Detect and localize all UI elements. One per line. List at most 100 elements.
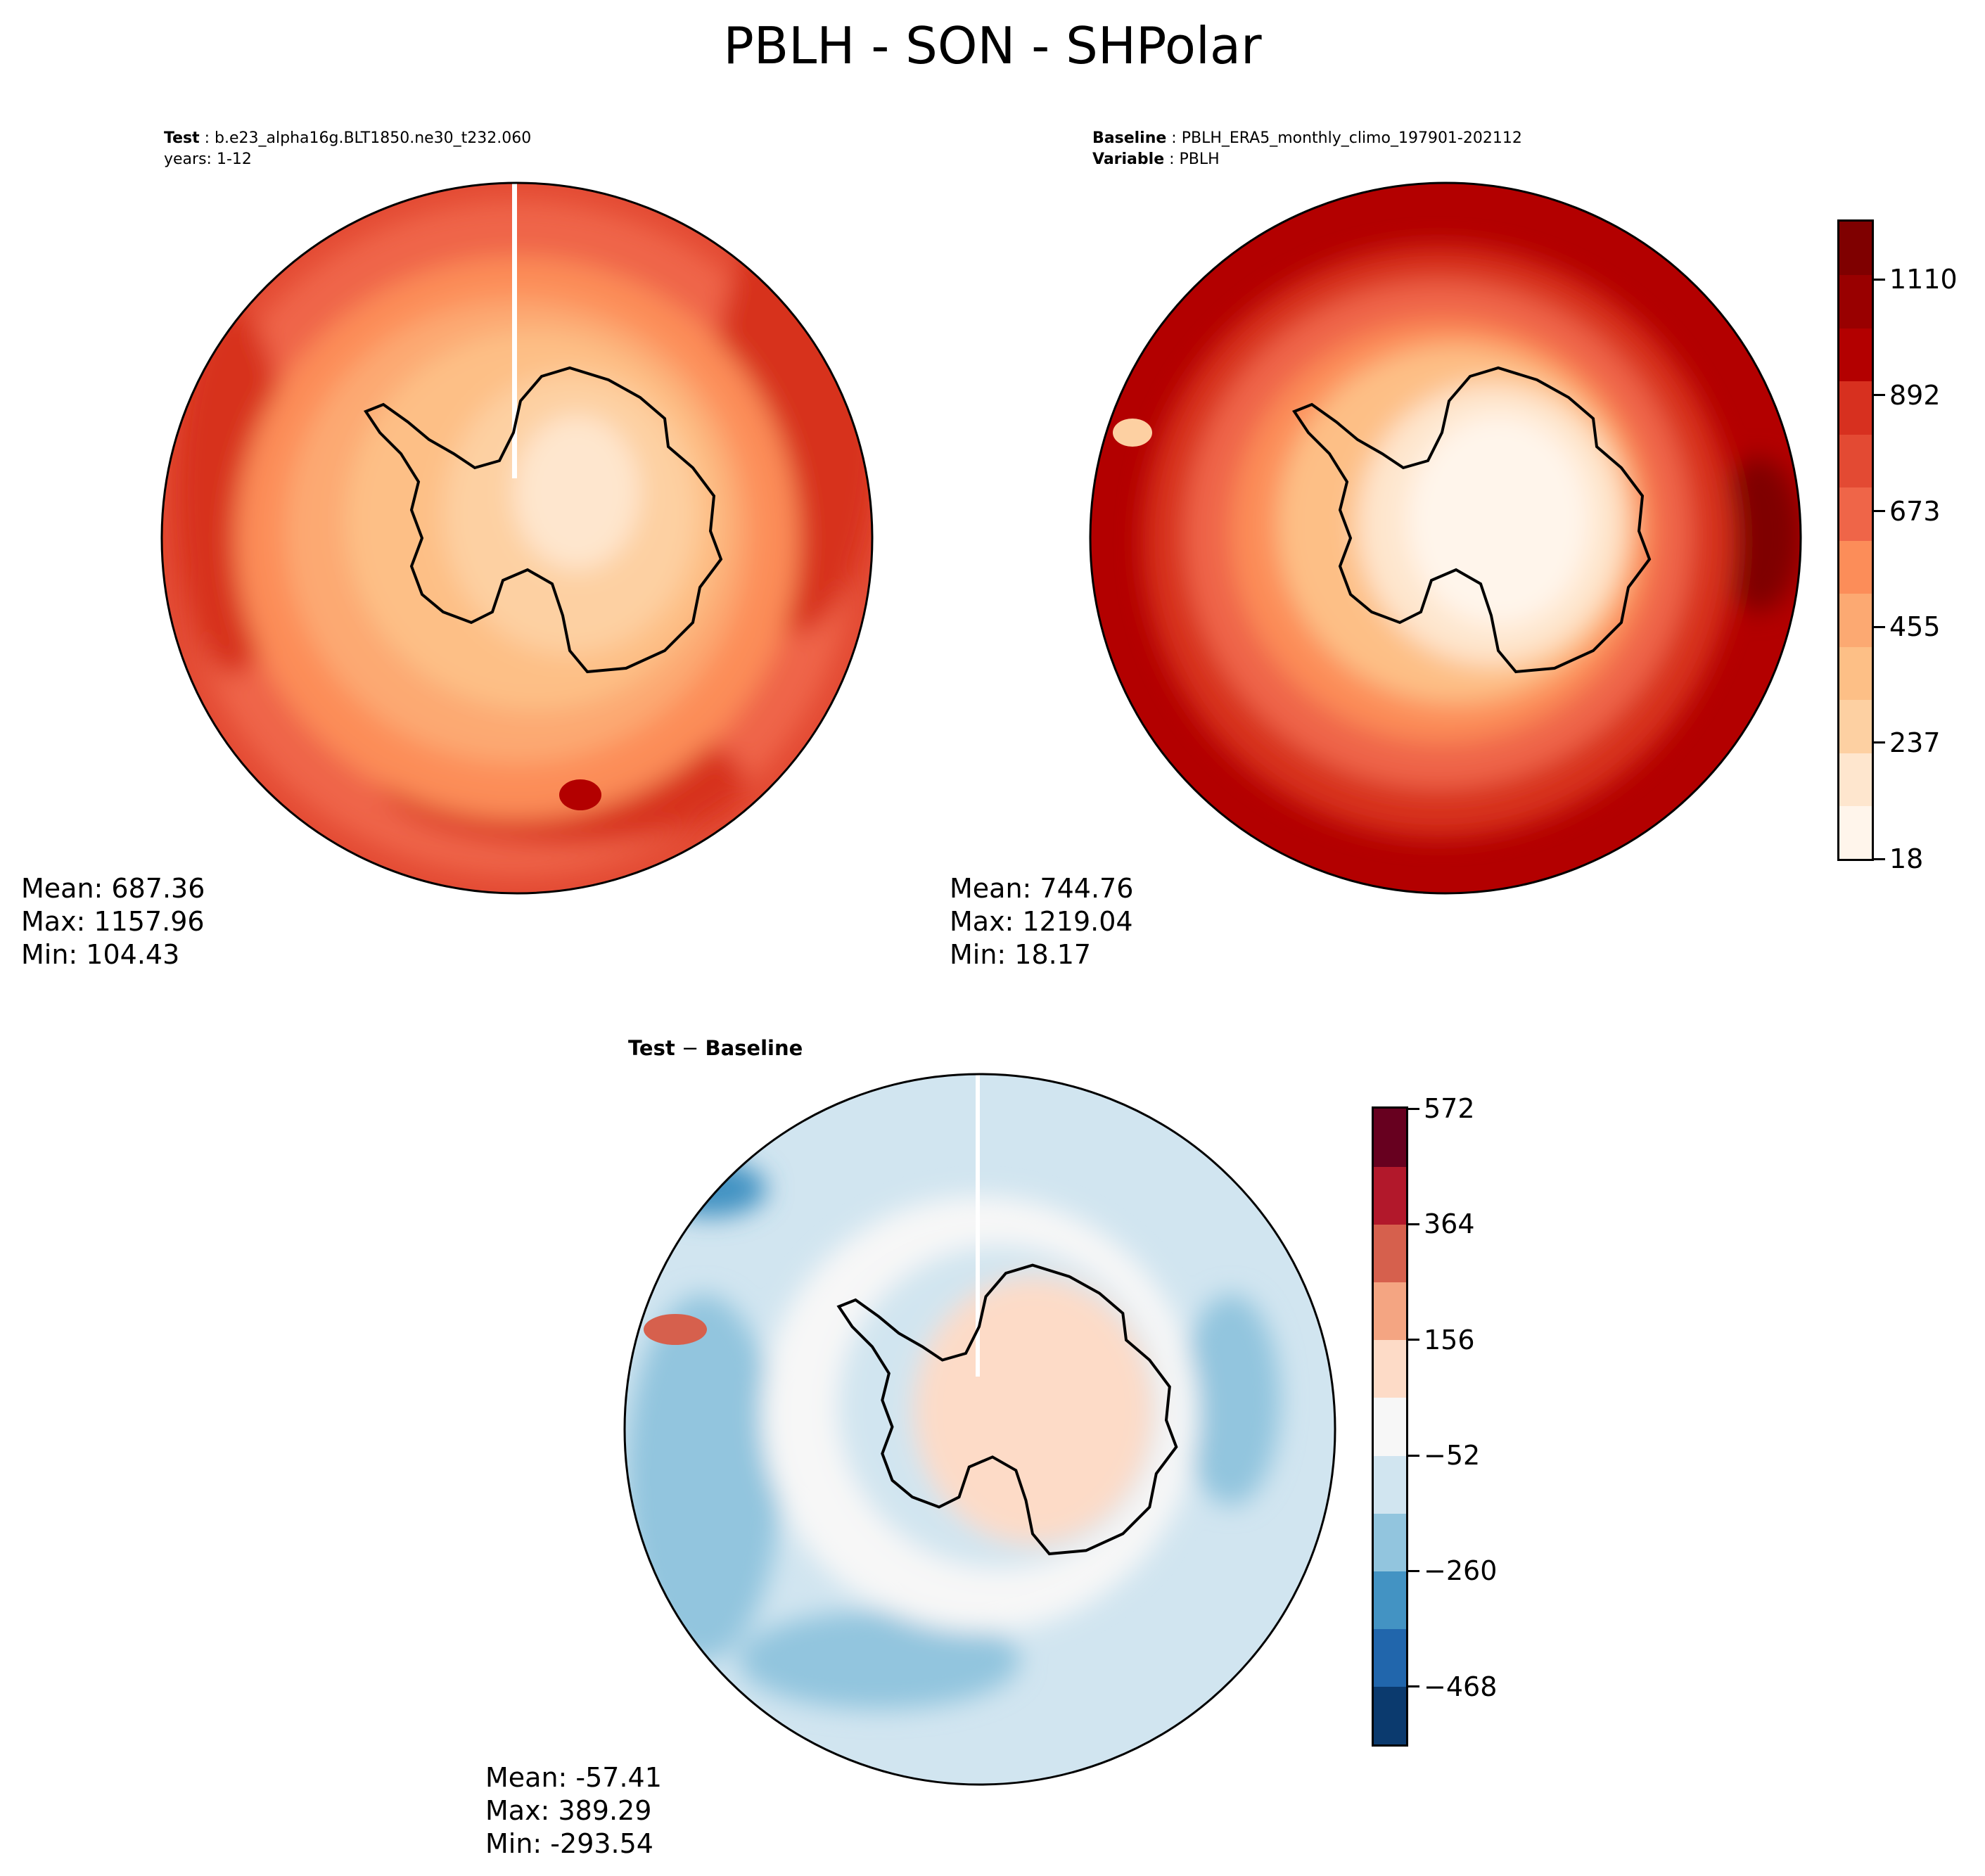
baseline-map-border [1089,181,1802,895]
top-colorbar-segment [1839,540,1872,594]
diff-mean: Mean: -57.41 [485,1762,662,1793]
diff-title-minus: − [675,1036,706,1060]
diff-max: Max: 389.29 [485,1795,652,1826]
test-panel-header: Test : b.e23_alpha16g.BLT1850.ne30_t232.… [164,129,532,147]
diff-colorbar-segment [1374,1513,1406,1571]
diff-colorbar-segment [1374,1224,1406,1283]
test-case-name: b.e23_alpha16g.BLT1850.ne30_t232.060 [215,129,532,147]
baseline-case-name: PBLH_ERA5_monthly_climo_197901-202112 [1181,129,1522,147]
diff-colorbar-segment [1374,1339,1406,1398]
baseline-min: Min: 18.17 [950,939,1092,970]
top-colorbar-tick [1874,278,1885,281]
baseline-peninsula-high [1113,419,1152,447]
top-colorbar-tick [1874,625,1885,628]
top-colorbar-segment [1839,593,1872,647]
top-colorbar-segment [1839,328,1872,381]
top-colorbar-segment [1839,805,1872,859]
diff-stats: Mean: -57.41 Max: 389.29 Min: -293.54 [485,1761,662,1861]
test-mean: Mean: 687.36 [21,873,205,904]
diff-colorbar-segment [1374,1166,1406,1225]
test-stats: Mean: 687.36 Max: 1157.96 Min: 104.43 [21,872,205,971]
diff-colorbar-tick [1408,1223,1419,1225]
test-dark-patch [559,779,601,810]
diff-colorbar-tick-label: 364 [1424,1208,1475,1240]
top-colorbar-segment [1839,434,1872,487]
diff-band-east [1182,1294,1280,1505]
top-colorbar-tick-label: 1110 [1889,264,1958,295]
diff-colorbar-tick-label: 572 [1424,1093,1475,1124]
baseline-label: Baseline [1092,129,1167,147]
top-colorbar-tick [1874,394,1885,397]
top-colorbar-tick-label: 455 [1889,611,1941,643]
baseline-antarctica-coastline [1291,366,1652,674]
baseline-band-peak [1407,415,1590,626]
baseline-stats: Mean: 744.76 Max: 1219.04 Min: 18.17 [950,872,1133,971]
diff-colorbar-segment [1374,1628,1406,1687]
diff-colorbar-tick-label: 156 [1424,1324,1475,1355]
diff-band-plateau [914,1277,1154,1544]
diff-colorbar-segment [1374,1455,1406,1514]
top-colorbar-tick [1874,510,1885,513]
diff-title-baseline: Baseline [705,1036,803,1060]
coastlines [363,366,1652,1556]
top-colorbar-tick-label: 892 [1889,379,1941,411]
top-colorbar-tick-label: 18 [1889,843,1924,874]
diff-colorbar-tick [1408,1107,1419,1110]
diff-colorbar-segment [1374,1109,1406,1167]
top-colorbar-segment [1839,699,1872,753]
diff-colorbar-tick-label: −260 [1424,1555,1498,1587]
top-colorbar-segment [1839,646,1872,700]
diff-antarctica-coastline [836,1263,1178,1556]
top-colorbar-tick [1874,857,1885,860]
diff-colorbar-tick [1408,1569,1419,1572]
figure-title: PBLH - SON - SHPolar [723,16,1262,75]
baseline-panel-header: Baseline : PBLH_ERA5_monthly_climo_19790… [1092,129,1522,147]
test-label: Test [164,129,200,147]
diff-colorbar-tick-label: −52 [1424,1440,1481,1472]
top-colorbar-tick [1874,741,1885,744]
baseline-map [1090,183,1801,893]
diff-seam-line [976,1074,980,1377]
variable-name: PBLH [1179,151,1220,168]
diff-panel-title: Test − Baseline [628,1036,803,1060]
diff-colorbar [1372,1106,1408,1747]
baseline-band-east-dark [1716,457,1801,612]
test-min: Min: 104.43 [21,939,180,970]
diff-map-border [623,1073,1336,1786]
diff-band-south [739,1611,1020,1709]
diff-min: Min: -293.54 [485,1828,653,1859]
diff-colorbar-segment [1374,1686,1406,1744]
top-colorbar-segment [1839,753,1872,806]
diff-colorbar-tick-label: −468 [1424,1671,1498,1702]
top-colorbar-segment [1839,274,1872,328]
diff-colorbar-tick [1408,1454,1419,1457]
top-colorbar-tick-label: 673 [1889,495,1941,527]
diff-peninsula-high [644,1314,707,1345]
diff-band-northwest [654,1161,767,1217]
diff-colorbar-segment [1374,1282,1406,1341]
baseline-mean: Mean: 744.76 [950,873,1134,904]
diff-band-west [626,1294,781,1660]
test-seam-line [512,183,517,478]
diff-colorbar-segment [1374,1397,1406,1456]
diff-map [625,1074,1335,1785]
test-years: years: 1-12 [164,151,252,168]
diff-colorbar-tick [1408,1685,1419,1688]
test-map-border [160,181,874,895]
top-colorbar-segment [1839,381,1872,435]
test-band-peak [513,415,640,570]
test-max: Max: 1157.96 [21,906,205,937]
test-antarctica-coastline [363,366,723,674]
top-colorbar-tick-label: 237 [1889,727,1941,758]
top-colorbar [1837,219,1874,861]
top-colorbar-segment [1839,222,1872,275]
baseline-max: Max: 1219.04 [950,906,1133,937]
diff-colorbar-tick [1408,1339,1419,1341]
top-colorbar-segment [1839,487,1872,541]
variable-label: Variable [1092,151,1165,168]
baseline-variable-line: Variable : PBLH [1092,151,1220,168]
diff-colorbar-segment [1374,1571,1406,1630]
diff-title-test: Test [628,1036,675,1060]
